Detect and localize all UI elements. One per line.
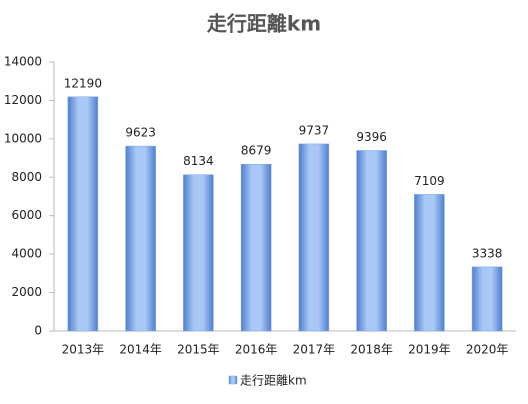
bar: [125, 145, 156, 332]
y-tick-label: 2000: [11, 285, 42, 299]
y-tick-label: 12000: [4, 93, 42, 107]
y-tick-label: 10000: [4, 131, 42, 145]
x-tick-label: 2017年: [293, 343, 336, 357]
x-tick-label: 2016年: [235, 343, 278, 357]
data-label: 8134: [183, 154, 214, 168]
x-tick-label: 2014年: [119, 343, 162, 357]
y-tick-label: 8000: [11, 170, 42, 184]
data-label: 8679: [241, 144, 272, 158]
data-label: 9396: [356, 130, 387, 144]
bar: [471, 266, 503, 332]
x-tick-label: 2015年: [177, 343, 220, 357]
x-tick-label: 2020年: [466, 343, 509, 357]
bar: [414, 194, 445, 332]
legend-label: 走行距離km: [240, 374, 307, 388]
x-tick-label: 2019年: [408, 343, 451, 357]
chart-title: 走行距離km: [207, 12, 321, 36]
x-tick-label: 2018年: [350, 343, 393, 357]
data-label: 7109: [414, 174, 445, 188]
data-label: 9737: [299, 123, 330, 137]
y-tick-label: 4000: [11, 247, 42, 261]
y-tick-label: 6000: [11, 208, 42, 222]
data-label: 9623: [125, 126, 156, 140]
bar: [298, 143, 330, 332]
y-tick-label: 14000: [4, 55, 42, 69]
legend-swatch: [228, 375, 238, 385]
y-tick-label: 0: [34, 324, 42, 338]
x-tick-label: 2013年: [62, 343, 105, 357]
bar: [356, 150, 387, 332]
bar: [183, 174, 214, 332]
bar: [240, 163, 272, 332]
data-label: 12190: [64, 76, 102, 90]
bar: [67, 96, 99, 332]
data-label: 3338: [472, 246, 503, 260]
